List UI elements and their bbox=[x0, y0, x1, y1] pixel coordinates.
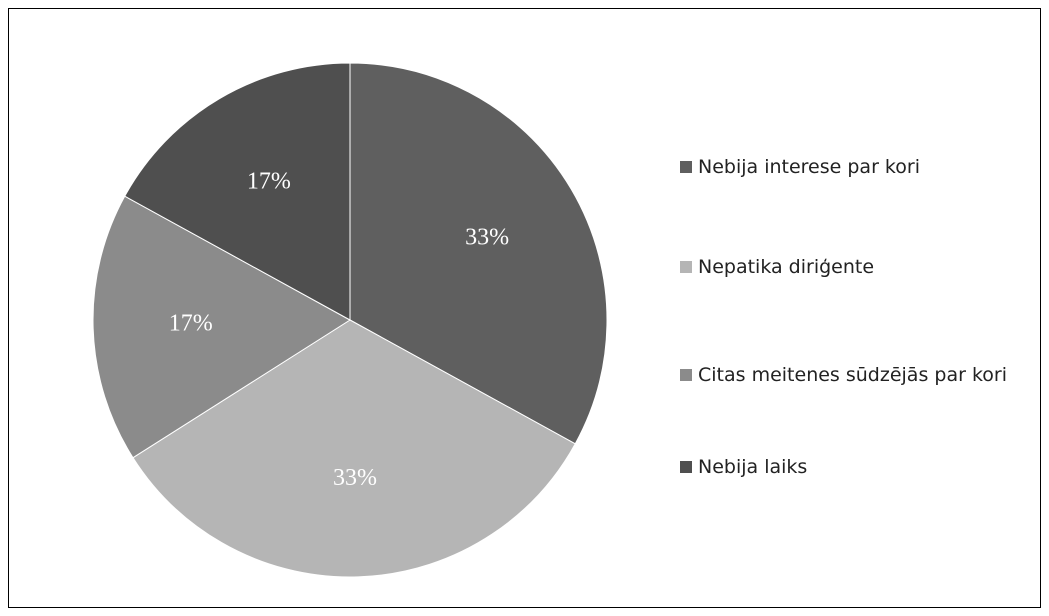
legend-label: Nebija interese par kori bbox=[698, 156, 920, 178]
legend-item: Nebija interese par kori bbox=[680, 150, 1030, 184]
chart-frame bbox=[8, 8, 1041, 608]
legend-swatch bbox=[680, 161, 692, 173]
legend-swatch bbox=[680, 461, 692, 473]
legend-label: Nepatika diriģente bbox=[698, 256, 875, 278]
legend-item: Citas meitenes sūdzējās par kori bbox=[680, 358, 1030, 392]
pie-slice bbox=[132, 319, 576, 578]
slice-label: 33% bbox=[465, 224, 509, 250]
slice-label: 17% bbox=[169, 311, 213, 337]
pie-slice bbox=[349, 62, 608, 445]
legend-item: Nebija laiks bbox=[680, 450, 1030, 484]
legend-swatch bbox=[680, 369, 692, 381]
pie-slice bbox=[92, 195, 351, 459]
slice-label: 17% bbox=[247, 168, 291, 194]
legend-label: Nebija laiks bbox=[698, 456, 808, 478]
legend-swatch bbox=[680, 261, 692, 273]
pie-slice bbox=[124, 62, 351, 321]
legend-item: Nepatika diriģente bbox=[680, 250, 1030, 284]
slice-label: 33% bbox=[333, 465, 377, 491]
legend-label: Citas meitenes sūdzējās par kori bbox=[698, 364, 1007, 386]
